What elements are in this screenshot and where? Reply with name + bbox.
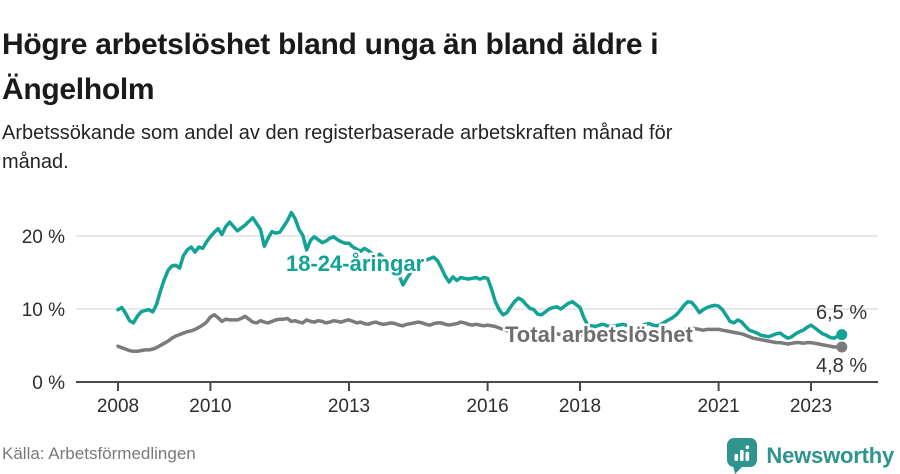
title-line-2: Ängelholm [2, 73, 155, 107]
chart-subtitle: Arbetssökande som andel av den registerb… [2, 119, 822, 177]
x-tick-label-2008: 2008 [97, 396, 139, 417]
newsworthy-wordmark: Newsworthy [766, 442, 894, 468]
y-tick-label-20: 20 % [22, 227, 65, 248]
subtitle-line-1: Arbetssökande som andel av den registerb… [2, 122, 673, 144]
source-attribution: Källa: Arbetsförmedlingen [2, 444, 196, 463]
x-tick-label-2010: 2010 [189, 396, 231, 417]
x-tick-label-2013: 2013 [328, 396, 370, 417]
x-tick-label-2018: 2018 [559, 396, 601, 417]
title-line-1: Högre arbetslöshet bland unga än bland ä… [2, 28, 659, 62]
series-end-dot-total [836, 341, 848, 353]
series-label-youth: 18-24-åringar [286, 251, 425, 276]
x-tick-label-2016: 2016 [466, 396, 508, 417]
y-tick-label-0: 0 % [32, 373, 65, 394]
x-tick-label-2021: 2021 [697, 396, 739, 417]
y-tick-label-10: 10 % [22, 300, 65, 321]
subtitle-line-2: månad. [2, 151, 69, 173]
series-line-total [116, 313, 844, 354]
end-value-label-total: 4,8 % [816, 355, 867, 377]
series-label-total: Total arbetslöshet [505, 322, 694, 347]
series-end-dot-youth [836, 329, 848, 341]
end-value-label-youth: 6,5 % [816, 302, 867, 324]
x-tick-label-2023: 2023 [790, 396, 832, 417]
page-title: Högre arbetslöshet bland unga än bland ä… [2, 22, 862, 112]
newsworthy-logo-icon [727, 438, 758, 474]
newsworthy-brand[interactable]: Newsworthy [726, 437, 894, 474]
series-line-youth [116, 210, 844, 340]
